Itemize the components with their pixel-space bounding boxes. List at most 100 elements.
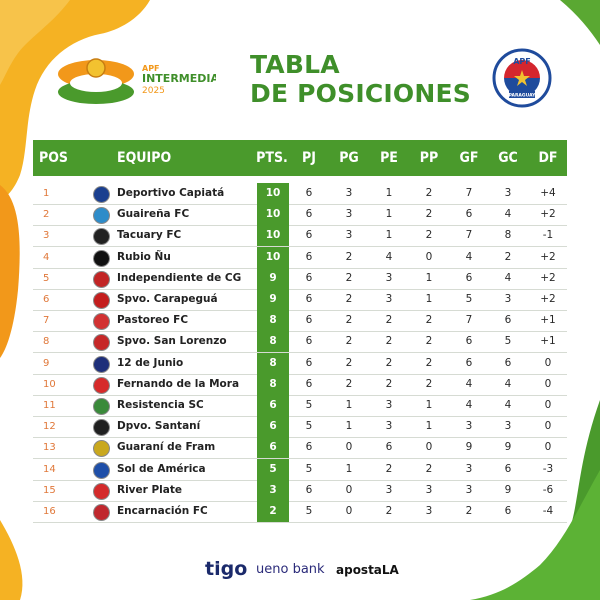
- row-pe: 6: [385, 441, 393, 454]
- table-row: 2 Guaireña FC 10 6 3 1 2 6 4 +2: [33, 204, 567, 227]
- row-pts: 10: [265, 229, 281, 242]
- row-pg: 2: [345, 335, 353, 348]
- sponsor-tigo: tigo: [205, 558, 247, 588]
- row-pts-cell: 5: [257, 458, 289, 480]
- table-row: 14 Sol de América 5 5 1 2 2 3 6 -3: [33, 458, 567, 481]
- row-pp: 1: [425, 420, 433, 433]
- row-pts-cell: 8: [257, 310, 289, 332]
- row-df: 0: [544, 356, 552, 369]
- row-gc: 8: [504, 229, 512, 242]
- row-gf: 9: [465, 441, 473, 454]
- title-line-2: DE POSICIONES: [250, 79, 471, 108]
- orange-wave-top-left-light: [0, 0, 70, 85]
- row-pj: 6: [305, 293, 313, 305]
- row-pp: 0: [425, 441, 433, 454]
- row-df: +2: [540, 208, 556, 221]
- row-pe: 3: [385, 399, 393, 411]
- row-pos: 11: [43, 400, 56, 411]
- table-row: 7 Pastoreo FC 8 6 2 2 2 7 6 +1: [33, 310, 567, 333]
- row-pg: 0: [345, 505, 353, 517]
- row-gf: 3: [465, 462, 473, 475]
- row-pj: 6: [305, 271, 313, 284]
- row-df: +2: [540, 293, 556, 305]
- row-pp: 3: [425, 505, 433, 517]
- row-df: +2: [540, 250, 556, 263]
- team-crest-icon: [93, 270, 110, 288]
- row-pos: 13: [43, 442, 56, 454]
- row-pos: 16: [43, 506, 56, 517]
- row-pg: 1: [345, 420, 353, 433]
- orange-wave-bottom-left: [0, 520, 23, 600]
- col-pts: PTS.: [256, 150, 288, 166]
- row-pts: 6: [269, 441, 277, 454]
- row-gf: 6: [465, 335, 473, 348]
- star-icon: [514, 70, 530, 86]
- row-pts-cell: 2: [257, 501, 289, 522]
- table-row: 16 Encarnación FC 2 5 0 2 3 2 6 -4: [33, 501, 567, 523]
- row-pts: 2: [269, 505, 277, 517]
- sponsor-aposta: apostaLA: [336, 558, 406, 588]
- row-pj: 6: [305, 229, 313, 242]
- row-team: Guaireña FC: [117, 208, 190, 221]
- team-crest-icon: [93, 461, 110, 479]
- row-pj: 6: [305, 356, 313, 369]
- row-pts: 6: [269, 399, 277, 411]
- sponsor-aposta-label: apostaLA: [336, 563, 399, 577]
- row-pos: 10: [43, 378, 56, 390]
- row-gc: 4: [504, 271, 512, 284]
- crest-band-text: PARAGUAY: [509, 93, 537, 99]
- row-gc: 4: [504, 377, 512, 390]
- row-df: -4: [542, 505, 554, 517]
- row-pg: 3: [345, 208, 353, 221]
- logo-small-text: APF: [142, 64, 160, 73]
- row-gf: 4: [465, 399, 473, 411]
- row-pe: 2: [385, 335, 393, 348]
- row-df: -6: [542, 483, 554, 496]
- row-team: Tacuary FC: [117, 229, 182, 242]
- row-team: Sol de América: [117, 462, 206, 475]
- team-crest-icon: [93, 440, 110, 458]
- row-pg: 2: [345, 377, 353, 390]
- title-line-1: TABLA: [250, 50, 340, 79]
- sponsor-ueno-label: ueno bank: [256, 562, 325, 577]
- row-gc: 6: [504, 314, 512, 327]
- row-df: 0: [544, 441, 552, 454]
- row-pts: 8: [269, 314, 277, 327]
- table-header: POS EQUIPO PTS. PJ PG PE PP GF GC DF: [33, 140, 567, 176]
- col-pp: PP: [419, 150, 439, 166]
- team-crest-icon: [93, 355, 110, 373]
- row-gf: 6: [465, 356, 473, 369]
- row-pe: 2: [385, 462, 393, 475]
- row-team: River Plate: [117, 483, 183, 496]
- row-pg: 0: [345, 483, 353, 496]
- row-team: Rubio Ñu: [117, 250, 171, 263]
- row-pe: 2: [385, 377, 393, 390]
- row-pe: 1: [385, 208, 393, 221]
- page-title: TABLA DE POSICIONES: [250, 50, 471, 108]
- row-gc: 4: [504, 399, 512, 411]
- row-gf: 4: [465, 377, 473, 390]
- row-pj: 6: [305, 187, 313, 199]
- row-pp: 2: [425, 187, 433, 199]
- row-pg: 2: [345, 356, 353, 369]
- row-gc: 6: [504, 356, 512, 369]
- row-pp: 1: [425, 399, 433, 411]
- row-pos: 9: [43, 357, 50, 369]
- row-pts-cell: 6: [257, 416, 289, 438]
- row-pts: 9: [269, 293, 277, 305]
- row-pg: 2: [345, 250, 353, 263]
- table-row: 9 12 de Junio 8 6 2 2 2 6 6 0: [33, 352, 567, 375]
- row-pp: 2: [425, 356, 433, 369]
- row-team: Deportivo Capiatá: [117, 187, 225, 199]
- row-pts-cell: 8: [257, 352, 289, 374]
- row-pg: 1: [345, 462, 353, 475]
- row-gc: 5: [504, 335, 512, 348]
- row-pj: 5: [305, 399, 313, 411]
- table-row: 5 Independiente de CG 9 6 2 3 1 6 4 +2: [33, 267, 567, 290]
- row-pp: 2: [425, 462, 433, 475]
- row-pe: 1: [385, 187, 393, 199]
- row-pos: 1: [43, 188, 50, 199]
- row-pos: 3: [43, 230, 50, 242]
- row-pts-cell: 8: [257, 373, 289, 395]
